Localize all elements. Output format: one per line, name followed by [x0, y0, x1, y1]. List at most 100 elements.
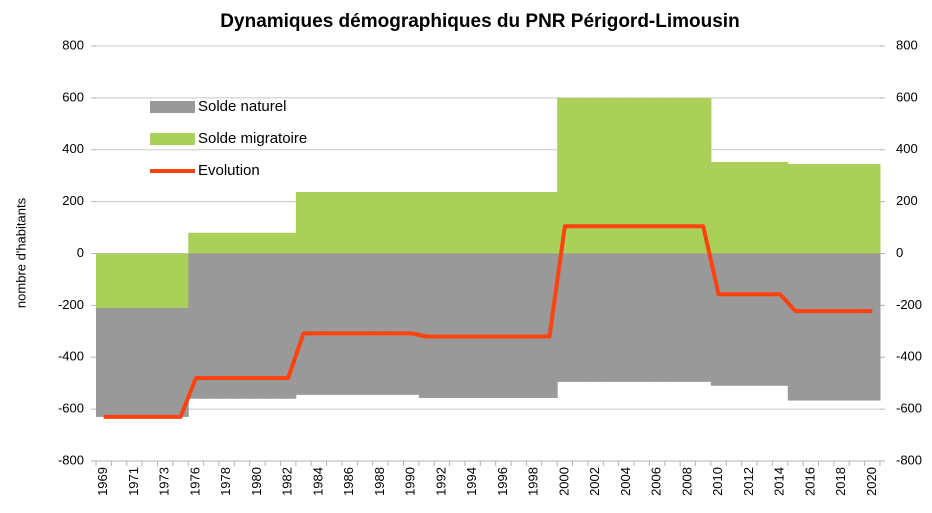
area-segment: [603, 253, 620, 382]
x-tick-label: 1982: [280, 467, 295, 496]
y-axis-label: nombre d'habitants: [13, 197, 28, 308]
area-segment: [142, 307, 158, 417]
x-tick-label: 2016: [802, 467, 817, 496]
x-tick-label: 1996: [495, 467, 510, 496]
area-segment: [480, 192, 497, 254]
area-segment: [587, 253, 604, 382]
area-segment: [557, 97, 574, 254]
y2-tick-label: 600: [896, 89, 918, 104]
area-segment: [664, 97, 681, 254]
area-segment: [172, 307, 189, 417]
legend-swatch: [150, 133, 195, 145]
y2-tick-label: 800: [896, 37, 918, 52]
area-segment: [96, 253, 112, 308]
area-segment: [280, 232, 297, 254]
area-segment: [572, 253, 589, 382]
area-segment: [833, 253, 850, 401]
area-segment: [787, 164, 804, 254]
area-segment: [172, 253, 189, 308]
area-segment: [772, 253, 789, 386]
area-segment: [541, 192, 558, 254]
area-segment: [741, 161, 758, 254]
area-segment: [126, 253, 143, 308]
area-segment: [511, 253, 527, 398]
x-tick-label: 1973: [157, 467, 172, 496]
area-segment: [403, 253, 420, 395]
x-tick-label: 2010: [710, 467, 725, 496]
y2-tick-label: -400: [896, 349, 922, 364]
area-segment: [480, 253, 497, 398]
area-segment: [218, 232, 235, 254]
area-segment: [526, 192, 543, 254]
x-tick-label: 2008: [679, 467, 694, 496]
area-segment: [787, 253, 804, 401]
area-segment: [526, 253, 543, 398]
area-segment: [818, 164, 835, 254]
area-segment: [695, 97, 712, 254]
area-segment: [680, 97, 697, 254]
area-segment: [849, 253, 866, 401]
area-segment: [603, 97, 620, 254]
area-segment: [434, 253, 451, 398]
area-segment: [710, 161, 727, 254]
area-segment: [587, 97, 604, 254]
area-segment: [618, 253, 635, 382]
x-tick-label: 1988: [372, 467, 387, 496]
x-tick-label: 2000: [556, 467, 571, 496]
area-segment: [234, 253, 251, 399]
area-segment: [111, 307, 128, 417]
area-segment: [849, 164, 866, 254]
x-tick-label: 2020: [864, 467, 879, 496]
area-segment: [295, 253, 312, 395]
area-segment: [464, 192, 481, 254]
y-tick-label: 600: [62, 89, 84, 104]
x-tick-label: 1998: [526, 467, 541, 496]
x-tick-label: 2002: [587, 467, 602, 496]
y-tick-label: 800: [62, 37, 84, 52]
area-segment: [111, 253, 128, 308]
area-segment: [434, 192, 451, 254]
area-segment: [664, 253, 681, 382]
area-segment: [157, 307, 174, 417]
y-tick-label: -600: [58, 401, 84, 416]
chart-title: Dynamiques démographiques du PNR Périgor…: [220, 11, 739, 32]
area-segment: [864, 253, 881, 401]
area-segment: [757, 161, 773, 254]
x-tick-label: 1990: [403, 467, 418, 496]
area-segment: [188, 253, 205, 399]
area-segment: [234, 232, 251, 254]
area-segment: [833, 164, 850, 254]
x-tick-label: 1971: [126, 467, 141, 496]
area-segment: [464, 253, 481, 398]
legend-label: Solde naturel: [198, 98, 286, 115]
area-segment: [341, 192, 358, 254]
x-tick-label: 2012: [741, 467, 756, 496]
area-segment: [203, 232, 220, 254]
area-segment: [757, 253, 773, 386]
area-segment: [511, 192, 527, 254]
area-segment: [634, 97, 650, 254]
area-segment: [418, 192, 435, 254]
area-segment: [126, 307, 143, 417]
area-segment: [495, 192, 512, 254]
area-segment: [864, 164, 881, 254]
area-segment: [634, 253, 650, 382]
y-tick-label: 400: [62, 141, 84, 156]
area-segment: [649, 253, 666, 382]
area-segment: [803, 164, 820, 254]
x-tick-label: 2006: [649, 467, 664, 496]
y-tick-label: -200: [58, 297, 84, 312]
area-segment: [203, 253, 220, 399]
area-segment: [188, 232, 205, 254]
area-segment: [388, 253, 404, 395]
x-tick-label: 2004: [618, 467, 633, 496]
area-segment: [403, 192, 420, 254]
area-segment: [249, 253, 266, 399]
line: [103, 224, 873, 419]
area-segment: [218, 253, 235, 399]
x-tick-label: 1980: [249, 467, 264, 496]
area-segment: [142, 253, 158, 308]
area-segment: [818, 253, 835, 401]
area-segment: [357, 192, 374, 254]
y-tick-label: 0: [77, 245, 84, 260]
